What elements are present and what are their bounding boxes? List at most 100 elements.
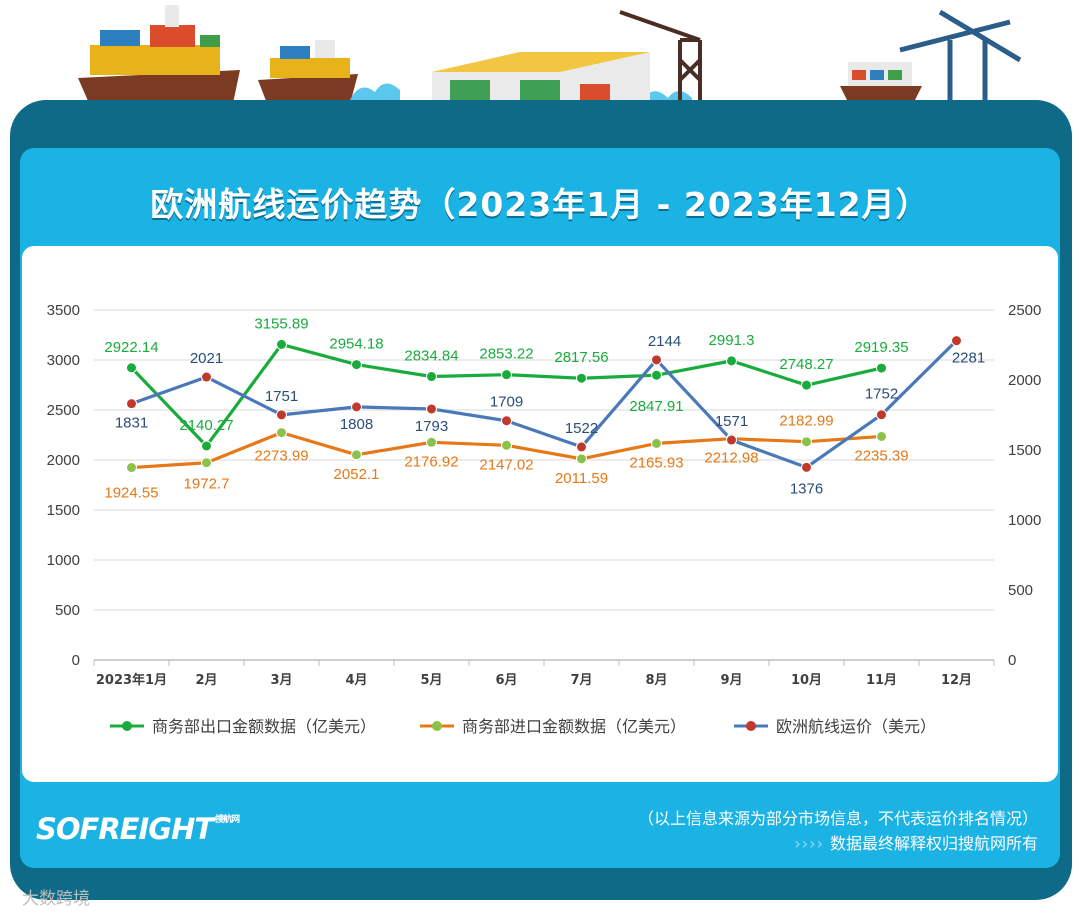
- bottom-scallop: [22, 878, 1062, 892]
- x-axis-tick-label: 2月: [195, 673, 217, 688]
- chart-card: 0 500 1000 1500 2000 2500 3000 3500 0 500 1000 1500…: [22, 246, 1058, 782]
- x-axis-tick-label: 3月: [270, 673, 292, 688]
- data-point: [726, 434, 737, 446]
- data-point: [726, 355, 737, 367]
- data-label: 2853.22: [479, 346, 533, 363]
- footer-rights: ›››› 数据最终解释权归搜航网所有: [794, 830, 1038, 854]
- data-label: 1793: [415, 418, 448, 435]
- right-axis-tick-label: 0: [1008, 652, 1016, 669]
- data-label: 1522: [565, 420, 598, 437]
- left-axis-tick-label: 2000: [47, 452, 80, 469]
- data-point: [501, 369, 512, 381]
- data-point: [426, 403, 437, 415]
- data-label: 2748.27: [779, 356, 833, 373]
- x-axis-tick-label: 8月: [645, 673, 667, 688]
- data-label: 2052.1: [334, 466, 380, 483]
- right-axis-tick-label: 500: [1008, 582, 1033, 599]
- data-point: [801, 436, 812, 448]
- data-label: 1571: [715, 413, 748, 430]
- right-axis-tick-label: 1500: [1008, 442, 1041, 459]
- data-point: [201, 371, 212, 383]
- left-axis-tick-label: 3000: [47, 352, 80, 369]
- legend-label: 欧洲航线运价（美元）: [776, 717, 936, 736]
- chevron-right-icon: ››››: [794, 834, 824, 853]
- data-label: 2182.99: [779, 413, 833, 430]
- line-chart: 0 500 1000 1500 2000 2500 3000 3500 0 500 1000 1500…: [47, 302, 1042, 736]
- data-point: [351, 449, 362, 461]
- left-axis-tick-label: 3500: [47, 302, 80, 319]
- data-point: [126, 362, 137, 374]
- data-point: [801, 379, 812, 391]
- data-point: [501, 415, 512, 427]
- data-label: 2011.59: [555, 470, 608, 487]
- cargo-ship-icon: [258, 40, 358, 106]
- data-label: 2919.35: [854, 339, 908, 356]
- data-label: 1376: [790, 480, 823, 497]
- data-point: [651, 437, 662, 449]
- x-axis-tick-label: 10月: [791, 673, 822, 688]
- data-label: 1808: [340, 416, 373, 433]
- data-point: [951, 335, 962, 347]
- x-axis-tick-label: 6月: [495, 673, 517, 688]
- data-point: [426, 371, 437, 383]
- data-label: 2847.91: [629, 398, 683, 415]
- data-label: 2817.56: [554, 349, 608, 366]
- warehouse-icon: [432, 52, 650, 104]
- data-label: 2273.99: [254, 448, 308, 465]
- right-axis-tick-label: 1000: [1008, 512, 1041, 529]
- footer-rights-text: 数据最终解释权归搜航网所有: [829, 834, 1038, 853]
- series-line: [130, 339, 958, 469]
- data-point: [801, 461, 812, 473]
- crane-icon: [899, 9, 1022, 112]
- data-point: [501, 439, 512, 451]
- data-label: 2954.18: [329, 336, 383, 353]
- data-point: [276, 427, 287, 439]
- legend-marker: [432, 721, 442, 731]
- footer-note: （以上信息来源为部分市场信息，不代表运价排名情况）: [637, 809, 1038, 828]
- data-point: [876, 409, 887, 421]
- x-axis-tick-label: 2023年1月: [96, 672, 167, 688]
- x-axis-tick-label: 4月: [345, 673, 367, 688]
- header-illustration: [78, 5, 1022, 112]
- data-label: 2281: [952, 350, 985, 367]
- data-point: [426, 436, 437, 448]
- data-label: 2235.39: [854, 447, 908, 464]
- data-point: [651, 369, 662, 381]
- x-axis-tick-label: 5月: [420, 673, 442, 688]
- data-point: [876, 362, 887, 374]
- data-point: [351, 359, 362, 371]
- right-axis-tick-label: 2000: [1008, 372, 1041, 389]
- chart-title: 欧洲航线运价趋势（2023年1月 - 2023年12月）: [150, 185, 930, 224]
- left-axis-tick-label: 2500: [47, 402, 80, 419]
- data-label: 2140.27: [179, 417, 233, 434]
- legend-marker: [746, 721, 756, 731]
- data-point: [276, 338, 287, 350]
- data-label: 2147.02: [479, 456, 533, 473]
- data-point: [351, 401, 362, 413]
- data-label: 2922.14: [104, 339, 158, 356]
- data-label: 1709: [490, 394, 523, 411]
- right-axis-tick-label: 2500: [1008, 302, 1041, 319]
- left-axis-tick-label: 1000: [47, 552, 80, 569]
- data-label: 1752: [865, 386, 898, 403]
- legend-marker: [122, 721, 132, 731]
- data-point: [201, 440, 212, 452]
- data-label: 2991.3: [709, 332, 755, 349]
- left-axis-tick-label: 0: [72, 652, 80, 669]
- data-point: [201, 457, 212, 469]
- data-label: 1831: [115, 415, 148, 432]
- x-axis-tick-label: 7月: [570, 673, 592, 688]
- legend-label: 商务部进口金额数据（亿美元）: [462, 717, 686, 736]
- x-axis-tick-label: 11月: [866, 673, 897, 688]
- data-point: [126, 462, 137, 474]
- data-label: 2165.93: [629, 454, 683, 471]
- data-label: 3155.89: [254, 315, 308, 332]
- cargo-ship-icon: [78, 5, 240, 110]
- crane-icon: [619, 10, 702, 110]
- data-point: [276, 409, 287, 421]
- data-label: 2834.84: [404, 348, 458, 365]
- data-point: [651, 354, 662, 366]
- data-label: 1924.55: [104, 485, 158, 502]
- data-label: 1751: [265, 388, 298, 405]
- data-label: 2021: [190, 350, 223, 367]
